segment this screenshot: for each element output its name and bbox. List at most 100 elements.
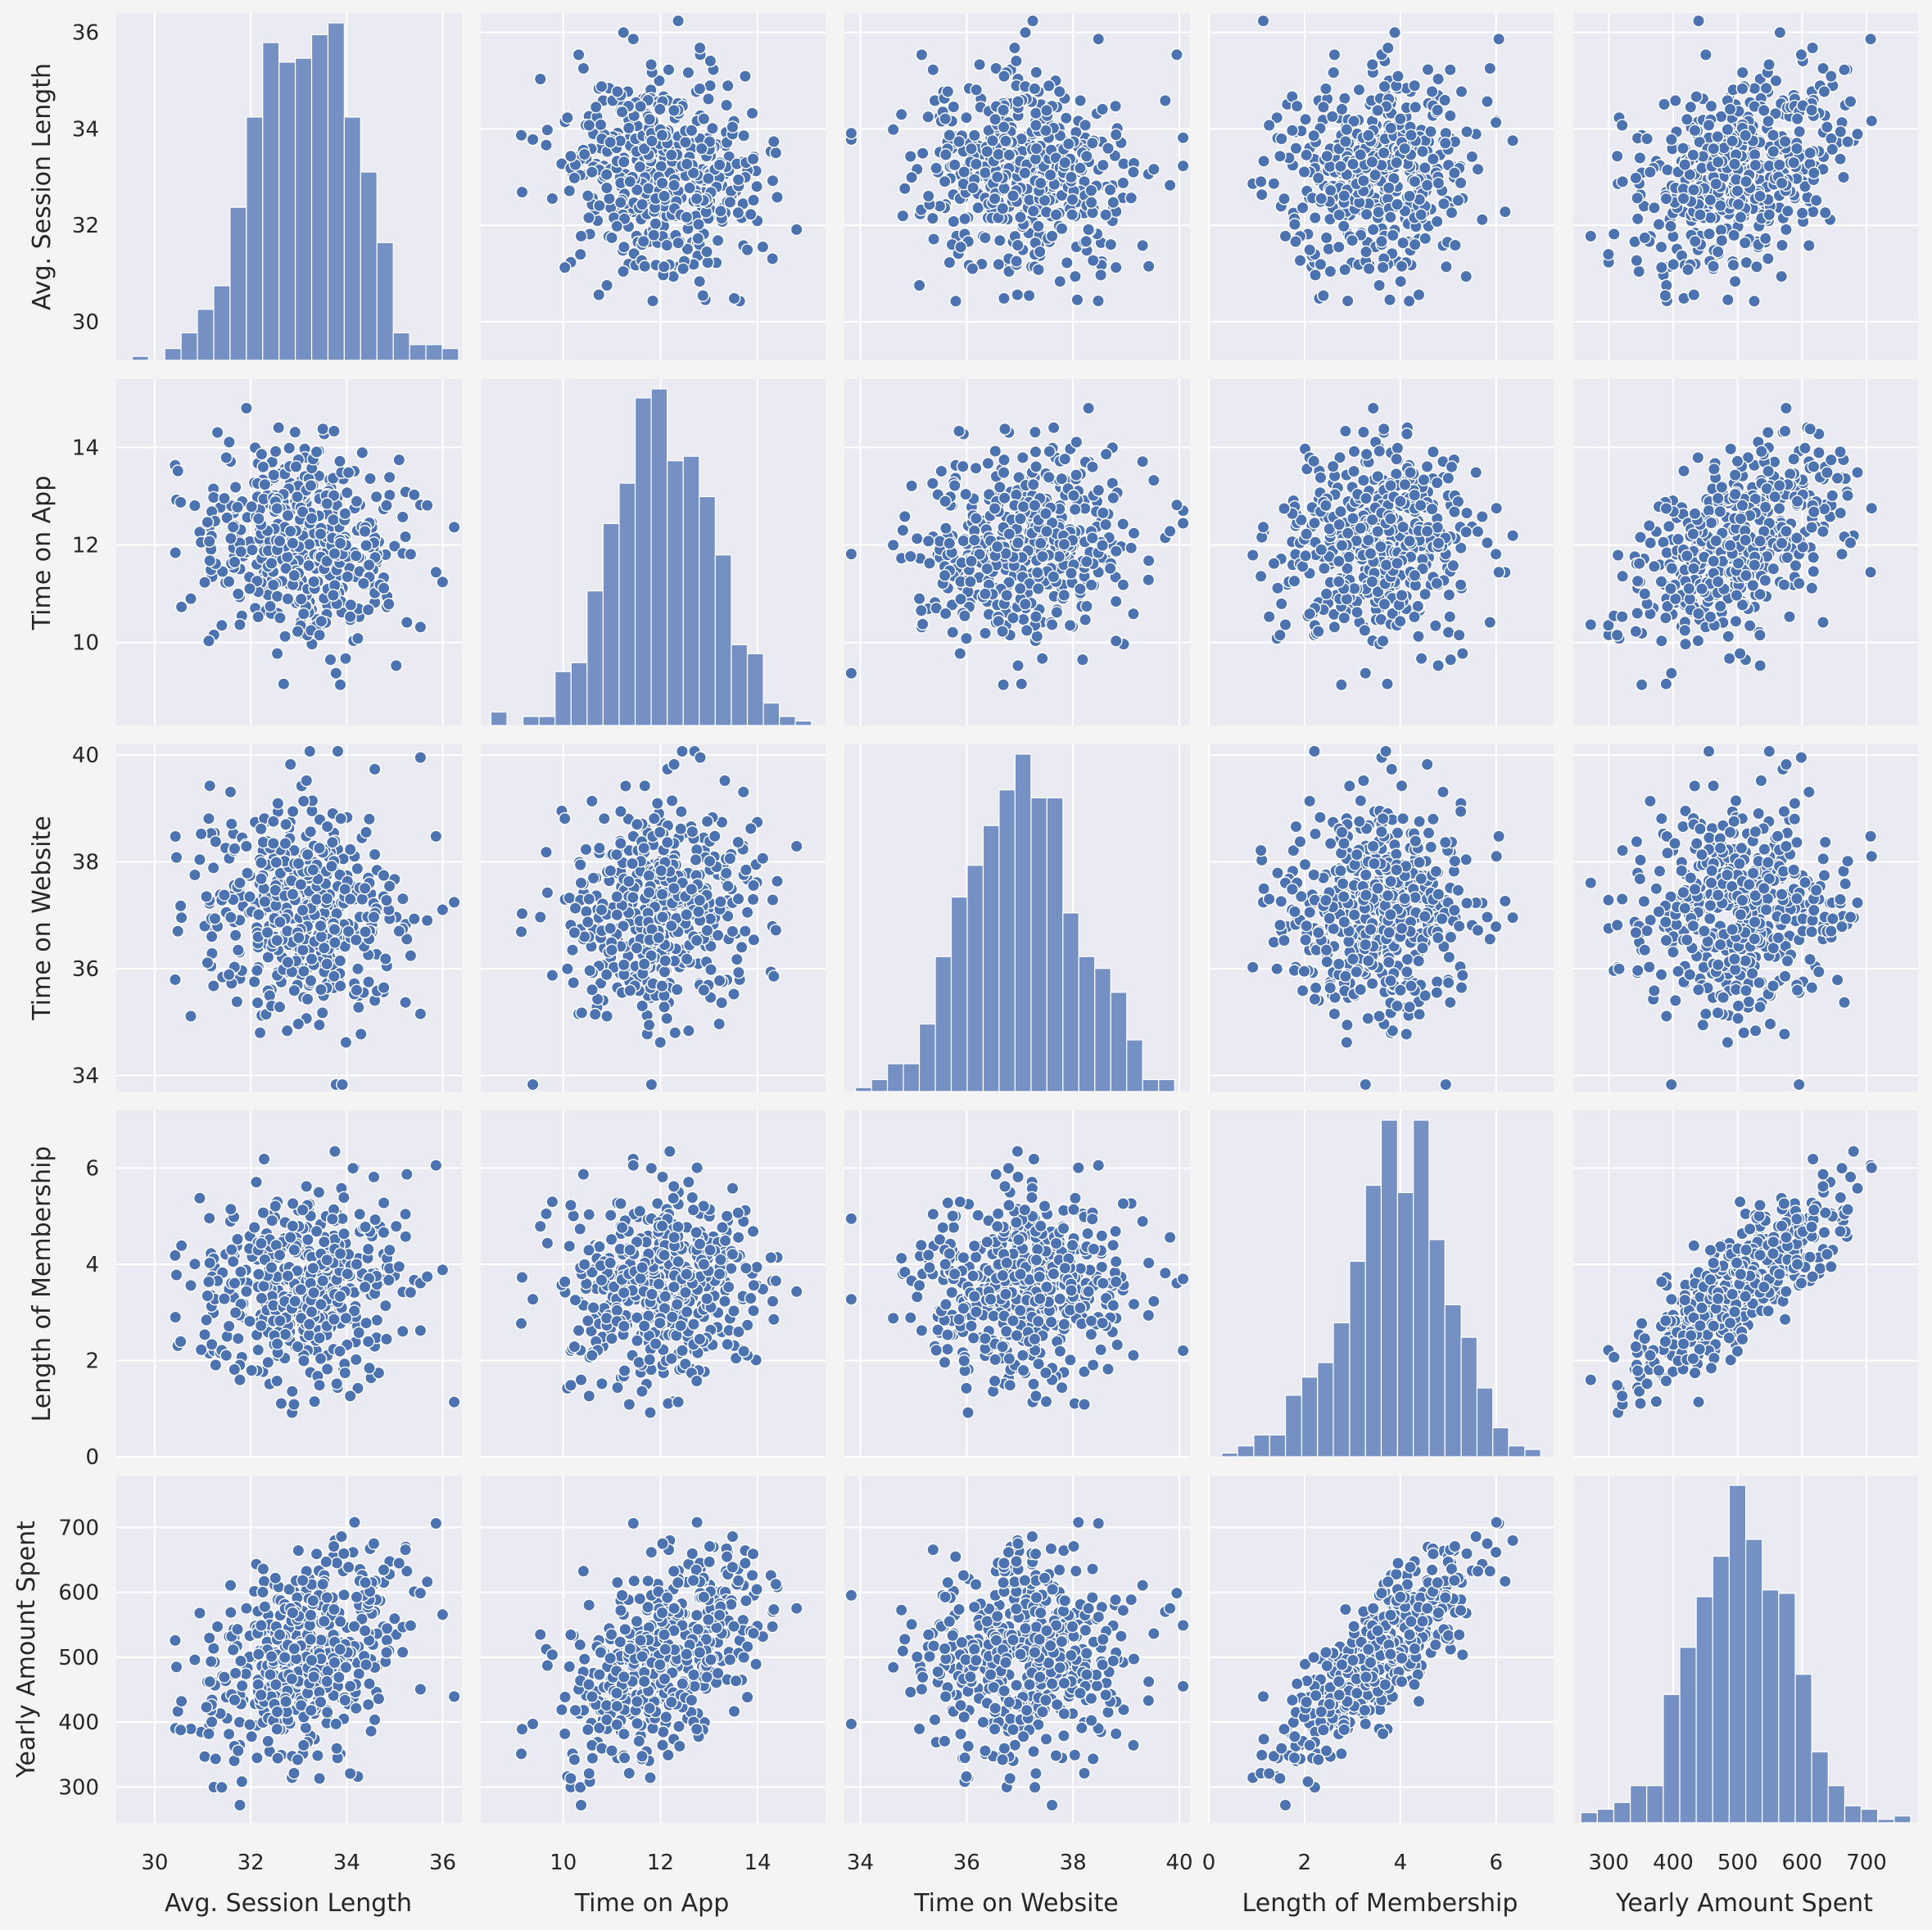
scatter-point (1084, 196, 1098, 210)
scatter-point (979, 166, 992, 179)
scatter-point (1379, 558, 1393, 572)
scatter-point (1455, 647, 1469, 660)
scatter-point (1713, 599, 1727, 613)
scatter-point (253, 1026, 267, 1040)
scatter-point (414, 620, 428, 634)
scatter-point (1648, 559, 1661, 573)
scatter-point (255, 856, 268, 870)
scatter-point (592, 288, 606, 301)
scatter-point (1341, 294, 1355, 308)
scatter-point (844, 126, 858, 140)
scatter-point (1296, 201, 1310, 215)
scatter-point (1142, 554, 1156, 567)
scatter-point (1778, 134, 1792, 148)
scatter-point (1489, 547, 1503, 561)
scatter-point (350, 495, 364, 508)
scatter-point (685, 124, 699, 138)
scatter-point (1864, 565, 1878, 579)
scatter-point (292, 931, 305, 945)
scatter-point (667, 179, 681, 192)
scatter-point (266, 837, 280, 850)
scatter-point (315, 1006, 329, 1019)
scatter-point (1731, 197, 1745, 211)
scatter-point (1664, 133, 1678, 147)
scatter-point (999, 134, 1012, 148)
scatter-point (997, 678, 1011, 692)
scatter-point (1451, 193, 1465, 207)
scatter-point (967, 533, 981, 547)
scatter-point (1726, 258, 1740, 272)
scatter-point (267, 468, 281, 481)
histogram-bar (570, 662, 588, 726)
scatter-point (1136, 238, 1150, 252)
scatter-point (526, 1078, 540, 1092)
scatter-point (1109, 260, 1123, 274)
scatter-point (361, 603, 375, 617)
scatter-point (358, 882, 372, 895)
scatter-point (269, 856, 283, 870)
scatter-point (351, 1001, 365, 1015)
scatter-point (174, 495, 188, 509)
scatter-point (1360, 207, 1373, 221)
scatter-point (1412, 288, 1426, 301)
scatter-point (990, 170, 1004, 184)
scatter-point (1096, 158, 1110, 172)
scatter-point (1036, 549, 1049, 563)
scatter-point (1109, 128, 1123, 142)
scatter-point (296, 903, 310, 917)
scatter-point (1028, 499, 1042, 513)
scatter-point (333, 536, 347, 550)
scatter-point (939, 147, 952, 161)
scatter-point (1033, 245, 1047, 259)
scatter-point (1299, 549, 1313, 563)
scatter-point (306, 863, 320, 877)
scatter-point (1262, 610, 1276, 623)
scatter-point (660, 1011, 674, 1025)
scatter-point (1753, 659, 1767, 672)
scatter-point (250, 964, 264, 978)
scatter-point (1665, 562, 1679, 575)
scatter-point (1366, 401, 1380, 415)
scatter-point (623, 174, 637, 188)
scatter-point (1065, 170, 1078, 184)
scatter-point (1079, 234, 1093, 248)
scatter-point (1008, 41, 1021, 55)
scatter-point (680, 157, 694, 171)
scatter-point (1092, 483, 1106, 497)
scatter-point (350, 983, 364, 997)
scatter-point (1049, 208, 1063, 222)
scatter-point (896, 209, 910, 223)
scatter-point (1158, 94, 1172, 107)
scatter-point (723, 195, 737, 209)
scatter-point (278, 837, 292, 850)
scatter-point (1440, 260, 1453, 273)
scatter-point (277, 677, 291, 691)
scatter-point (1334, 504, 1347, 518)
scatter-point (1018, 166, 1032, 180)
panel-time-on-app-vs-time-on-app (481, 379, 826, 726)
scatter-point (1753, 628, 1767, 642)
scatter-point (198, 576, 211, 590)
scatter-point (1274, 149, 1287, 163)
scatter-point (1805, 521, 1819, 534)
scatter-point (304, 479, 318, 492)
scatter-point (436, 575, 450, 589)
scatter-point (735, 940, 749, 954)
scatter-point (746, 152, 760, 166)
scatter-point (1417, 473, 1431, 486)
scatter-point (1254, 569, 1268, 583)
scatter-point (541, 886, 554, 900)
scatter-point (292, 1017, 305, 1031)
scatter-point (184, 1010, 197, 1023)
scatter-point (392, 924, 406, 938)
scatter-point (577, 147, 591, 161)
scatter-point (1610, 149, 1624, 163)
scatter-point (1332, 554, 1346, 568)
scatter-point (1844, 536, 1857, 549)
scatter-point (1865, 501, 1879, 515)
scatter-point (1074, 582, 1087, 596)
scatter-point (1319, 82, 1332, 96)
scatter-point (744, 207, 758, 221)
scatter-point (1676, 142, 1690, 156)
scatter-point (407, 912, 421, 926)
